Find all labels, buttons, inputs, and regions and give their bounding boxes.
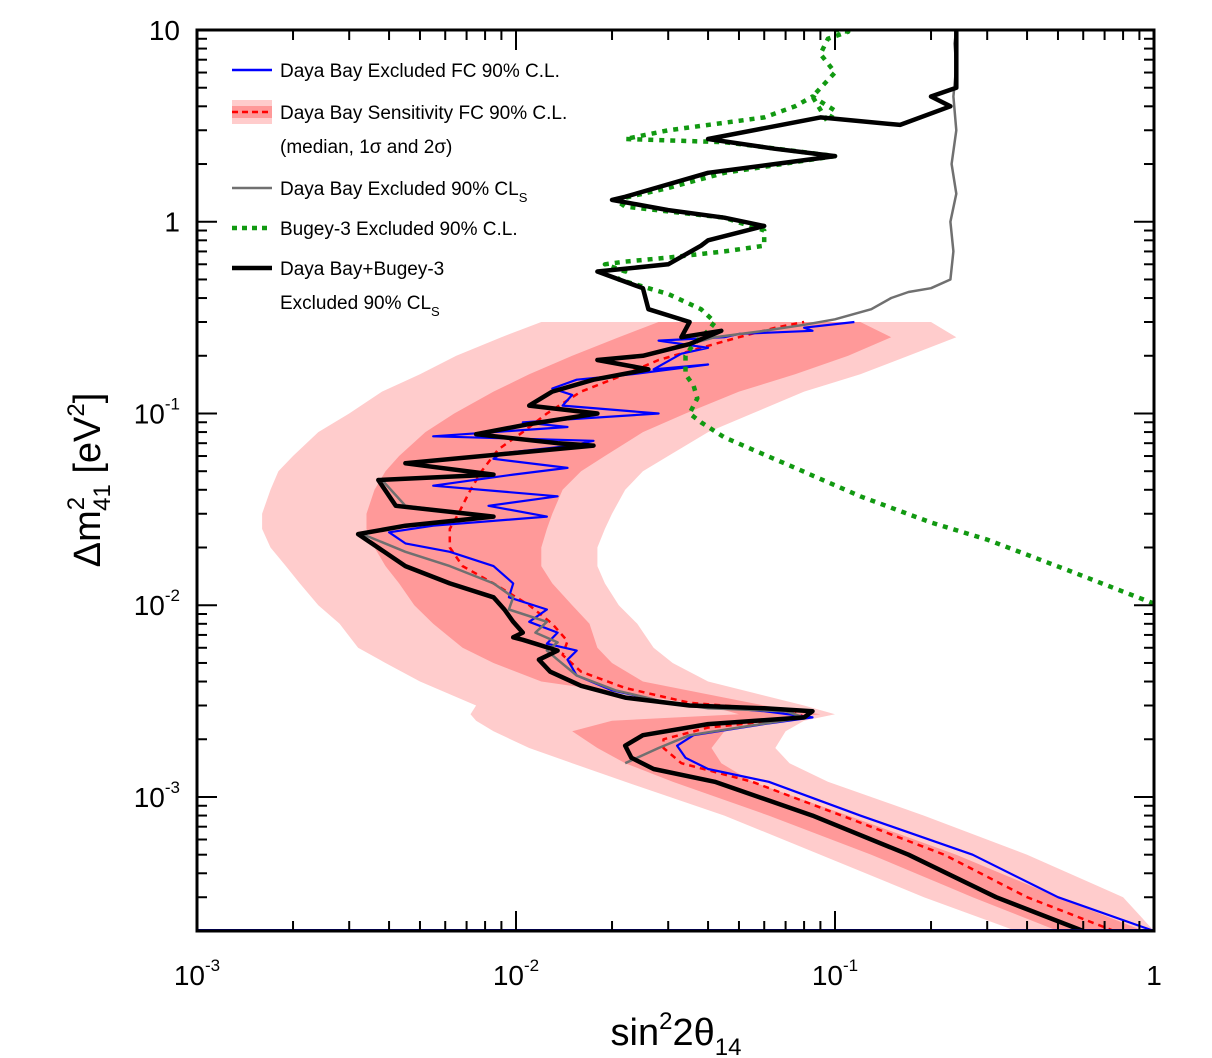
legend-item-db_cls: Daya Bay Excluded 90% CLS <box>232 179 528 205</box>
y-axis-title: Δm241 [eV2] <box>63 393 116 568</box>
x-axis-title: sin22θ14 <box>611 1008 742 1058</box>
legend-label: Daya Bay Excluded 90% CLS <box>280 179 528 205</box>
legend-item-combined: Daya Bay+Bugey-3 Excluded 90% CLS <box>232 259 444 319</box>
y-tick-label: 10-1 <box>134 394 180 429</box>
series-sens_median <box>448 320 1115 931</box>
x-tick-label: 10-1 <box>812 956 858 991</box>
y-tick-label: 10-2 <box>134 586 180 621</box>
y-tick-label: 1 <box>164 207 180 238</box>
series-bugey <box>602 30 1154 606</box>
legend-label: Daya Bay Sensitivity FC 90% C.L. <box>280 103 567 124</box>
legend-label: Excluded 90% CLS <box>280 293 440 319</box>
sensitivity-1sigma-band <box>366 322 1144 931</box>
legend-label: Bugey-3 Excluded 90% C.L. <box>280 219 518 240</box>
legend: Daya Bay Excluded FC 90% C.L. Daya Bay Se… <box>232 61 567 319</box>
x-tick-label: 10-3 <box>174 956 220 991</box>
axis-ticks <box>196 29 1155 932</box>
legend-label: Daya Bay Excluded FC 90% C.L. <box>280 61 560 82</box>
legend-label: (median, 1σ and 2σ) <box>280 137 452 158</box>
x-tick-label: 1 <box>1146 960 1162 991</box>
legend-item-bugey: Bugey-3 Excluded 90% C.L. <box>232 219 518 240</box>
series-combined <box>355 30 1085 931</box>
x-tick-label: 10-2 <box>493 956 539 991</box>
legend-item-sens: Daya Bay Sensitivity FC 90% C.L. (median,… <box>232 100 567 158</box>
tick-labels: 10-3 10-2 10-1 1 10-3 10-2 10-1 1 10 <box>134 15 1162 991</box>
plot-frame <box>195 28 1156 933</box>
y-tick-label: 10 <box>149 15 180 46</box>
legend-item-db_fc: Daya Bay Excluded FC 90% C.L. <box>232 61 560 82</box>
legend-label: Daya Bay+Bugey-3 <box>280 259 444 280</box>
y-axis-title-group: Δm241 [eV2] <box>63 393 116 568</box>
y-tick-label: 10-3 <box>134 778 180 813</box>
